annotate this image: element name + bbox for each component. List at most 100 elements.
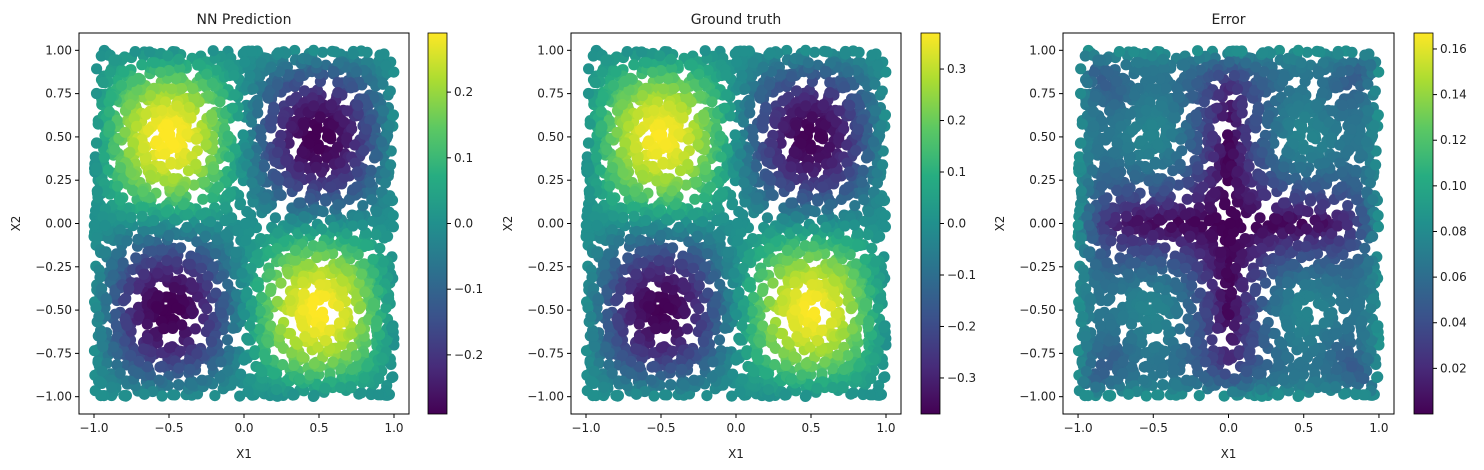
scatter-point — [235, 368, 247, 380]
scatter-point — [133, 355, 145, 367]
scatter-point — [388, 66, 400, 78]
scatter-point — [745, 323, 757, 335]
scatter-point — [630, 202, 642, 214]
scatter-point — [756, 268, 768, 280]
x-tick-label: −0.5 — [154, 421, 183, 435]
scatter-point — [628, 210, 640, 222]
scatter-point — [293, 71, 306, 83]
scatter-point — [280, 155, 292, 167]
scatter-point — [259, 202, 271, 214]
colorbar-tick-label: 0.1 — [454, 151, 473, 165]
scatter-point — [114, 367, 126, 379]
scatter-point — [680, 179, 692, 191]
scatter-point — [362, 313, 374, 325]
scatter-point — [282, 266, 294, 278]
scatter-point — [580, 219, 592, 231]
scatter-point — [803, 251, 815, 264]
scatter-point — [214, 371, 226, 383]
scatter-point — [356, 219, 368, 231]
scatter-point — [358, 258, 370, 270]
scatter-point — [382, 194, 394, 206]
scatter-point — [833, 105, 845, 117]
scatter-point — [230, 246, 242, 259]
scatter-point — [371, 315, 383, 327]
scatter-point — [166, 389, 179, 401]
scatter-point — [609, 257, 621, 269]
scatter-point — [201, 280, 213, 292]
y-tick-label: 0.00 — [45, 217, 72, 231]
scatter-point — [348, 235, 360, 247]
scatter-point — [785, 161, 797, 173]
x-tick-label: −1.0 — [79, 421, 108, 435]
scatter-point — [207, 164, 219, 176]
scatter-point — [152, 290, 164, 302]
scatter-point — [606, 224, 619, 236]
scatter-point — [853, 361, 865, 373]
scatter-point — [879, 371, 891, 383]
scatter-point — [242, 386, 254, 398]
scatter-point — [184, 258, 196, 270]
scatter-point — [830, 171, 842, 183]
scatter-point — [789, 276, 801, 288]
scatter-point — [137, 142, 149, 154]
scatter-point — [847, 301, 859, 313]
scatter-point — [95, 330, 107, 343]
scatter-point — [163, 65, 175, 77]
scatter-point — [141, 361, 153, 373]
scatter-point — [800, 44, 812, 57]
scatter-point — [319, 382, 331, 394]
scatter-point — [734, 334, 746, 346]
scatter-point — [304, 369, 316, 381]
scatter-point — [333, 300, 345, 312]
scatter-point — [308, 204, 320, 216]
scatter-point — [124, 146, 136, 158]
scatter-point — [286, 347, 298, 359]
colorbar-gradient — [427, 32, 448, 415]
scatter-point — [146, 245, 158, 257]
scatter-point — [623, 84, 635, 96]
scatter-point — [94, 271, 106, 283]
scatter-point — [219, 201, 231, 213]
scatter-point — [689, 78, 701, 90]
scatter-point — [379, 177, 391, 189]
scatter-point — [115, 210, 127, 222]
scatter-point — [181, 221, 193, 233]
scatter-point — [272, 47, 284, 59]
scatter-point — [188, 92, 200, 104]
scatter-point — [675, 354, 688, 366]
scatter-point — [297, 276, 309, 288]
scatter-point — [374, 242, 386, 254]
scatter-point — [224, 187, 236, 199]
scatter-point — [137, 186, 149, 198]
scatter-point — [171, 100, 183, 112]
scatter-point — [341, 228, 353, 240]
scatter-point — [195, 262, 207, 274]
scatter-point — [341, 105, 353, 117]
scatter-point — [372, 284, 384, 296]
scatter-point — [367, 253, 379, 265]
scatter-point — [131, 120, 143, 132]
scatter-point — [854, 313, 866, 325]
scatter-point — [125, 211, 137, 224]
scatter-point — [265, 61, 277, 73]
scatter-point — [92, 118, 104, 130]
scatter-point — [229, 312, 241, 324]
scatter-point — [871, 167, 883, 179]
scatter-point — [852, 239, 864, 251]
scatter-point — [215, 307, 227, 319]
scatter-point — [737, 373, 749, 385]
scatter-point — [680, 92, 692, 104]
scatter-point — [853, 46, 865, 58]
scatter-point — [647, 66, 659, 78]
scatter-point — [313, 143, 325, 155]
scatter-point — [317, 46, 329, 58]
scatter-point — [310, 161, 322, 173]
scatter-point — [638, 245, 650, 257]
scatter-point — [162, 264, 174, 276]
scatter-point — [200, 139, 212, 151]
scatter-point — [346, 123, 358, 135]
scatter-point — [630, 388, 643, 400]
scatter-point — [97, 76, 109, 89]
scatter-point — [114, 162, 127, 174]
scatter-point — [242, 334, 254, 346]
